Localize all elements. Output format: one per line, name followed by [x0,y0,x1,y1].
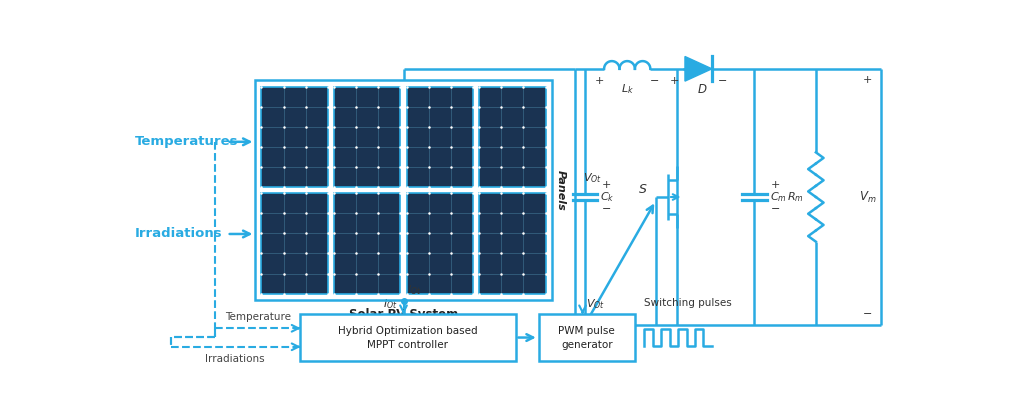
Text: −: − [771,204,780,214]
Text: $C_m$: $C_m$ [770,190,786,204]
Bar [479,193,546,294]
Text: Panels: Panels [556,170,565,211]
Text: $I_{Ot}$: $I_{Ot}$ [407,283,421,297]
Text: Temperature: Temperature [224,312,291,322]
Text: $I_{Ot}$: $I_{Ot}$ [383,297,397,311]
Bar [300,313,515,361]
Bar [334,193,400,294]
Text: $L_k$: $L_k$ [621,83,634,97]
Bar [479,86,546,187]
Text: −: − [863,309,872,319]
Bar [407,193,473,294]
Text: Irradiations: Irradiations [206,354,265,365]
Text: $V_{Ot}$: $V_{Ot}$ [586,297,604,311]
Text: $V_m$: $V_m$ [859,190,877,204]
Polygon shape [685,57,712,81]
Text: PWM pulse
generator: PWM pulse generator [558,325,615,349]
Bar [261,193,328,294]
Bar [261,86,328,187]
Bar [407,86,473,187]
Text: Irradiations: Irradiations [134,228,222,240]
Bar [334,86,400,187]
Text: −: − [718,76,727,86]
Text: +: + [602,180,611,190]
Text: $C_k$: $C_k$ [600,190,614,204]
Text: +: + [771,180,780,190]
Text: Hybrid Optimization based
MPPT controller: Hybrid Optimization based MPPT controlle… [338,325,477,349]
Text: +: + [595,76,604,86]
Text: $V_{Ot}$: $V_{Ot}$ [583,171,601,185]
Text: Switching pulses: Switching pulses [644,297,732,308]
Text: D: D [697,83,707,96]
Text: +: + [863,75,872,85]
Text: −: − [602,204,611,214]
Text: Temperatures: Temperatures [134,135,238,148]
Text: −: − [650,76,659,86]
Text: +: + [670,76,679,86]
Text: $R_m$: $R_m$ [786,190,804,204]
Text: Solar PV System: Solar PV System [349,308,458,320]
Bar [539,313,635,361]
Text: S: S [639,183,646,196]
Bar [255,81,552,300]
